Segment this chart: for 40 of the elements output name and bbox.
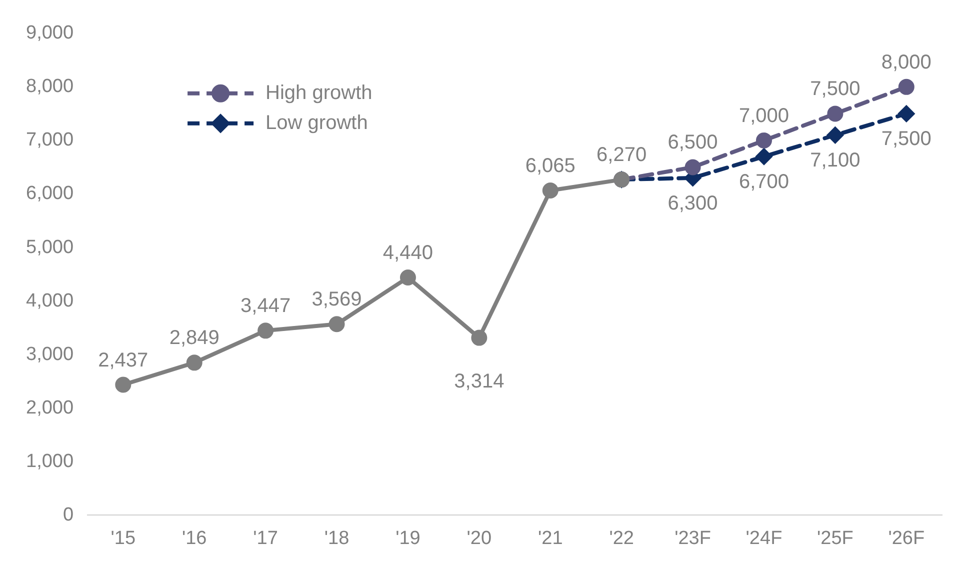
x-tick-label: '20 [466, 528, 492, 549]
y-tick-label: 1,000 [26, 450, 74, 472]
x-tick-label: '21 [538, 528, 563, 549]
y-tick-label: 3,000 [26, 344, 74, 365]
x-tick-label: '22 [609, 528, 634, 549]
data-label: 4,440 [382, 242, 433, 264]
legend-label: Low growth [266, 112, 368, 134]
data-label: 7,000 [738, 104, 790, 127]
data-label: 6,065 [525, 155, 576, 178]
x-tick-label: '17 [253, 528, 278, 549]
y-tick-label: 4,000 [26, 290, 74, 312]
x-tick-label: '26F [888, 528, 925, 549]
data-label: 8,000 [881, 51, 932, 74]
data-label: 3,569 [312, 288, 362, 311]
y-tick-label: 9,000 [26, 22, 74, 44]
data-label: 7,500 [810, 78, 860, 100]
data-label: 7,500 [881, 128, 932, 150]
y-tick-label: 0 [62, 504, 74, 526]
x-tick-label: '16 [182, 528, 207, 549]
x-tick-label: '15 [110, 528, 136, 549]
data-label: 2,849 [169, 327, 220, 350]
x-tick-label: '19 [396, 528, 420, 549]
data-label: 3,447 [240, 295, 291, 318]
y-tick-label: 2,000 [26, 397, 74, 418]
data-label: 6,500 [668, 132, 718, 154]
y-tick-label: 6,000 [26, 183, 74, 204]
y-tick-label: 8,000 [26, 76, 74, 98]
x-tick-label: '25F [817, 528, 854, 549]
x-tick-label: '24F [746, 528, 782, 549]
legend-label: High growth [266, 82, 372, 104]
x-tick-label: '23F [674, 528, 711, 549]
x-tick-label: '18 [324, 528, 350, 549]
data-label: 3,314 [454, 370, 504, 392]
data-label: 6,700 [738, 171, 790, 194]
data-label: 2,437 [98, 349, 148, 372]
data-label: 6,300 [668, 192, 718, 214]
data-label: 6,270 [596, 144, 647, 166]
y-tick-label: 7,000 [26, 130, 74, 151]
y-tick-label: 5,000 [26, 236, 74, 258]
data-label: 7,100 [810, 150, 860, 172]
